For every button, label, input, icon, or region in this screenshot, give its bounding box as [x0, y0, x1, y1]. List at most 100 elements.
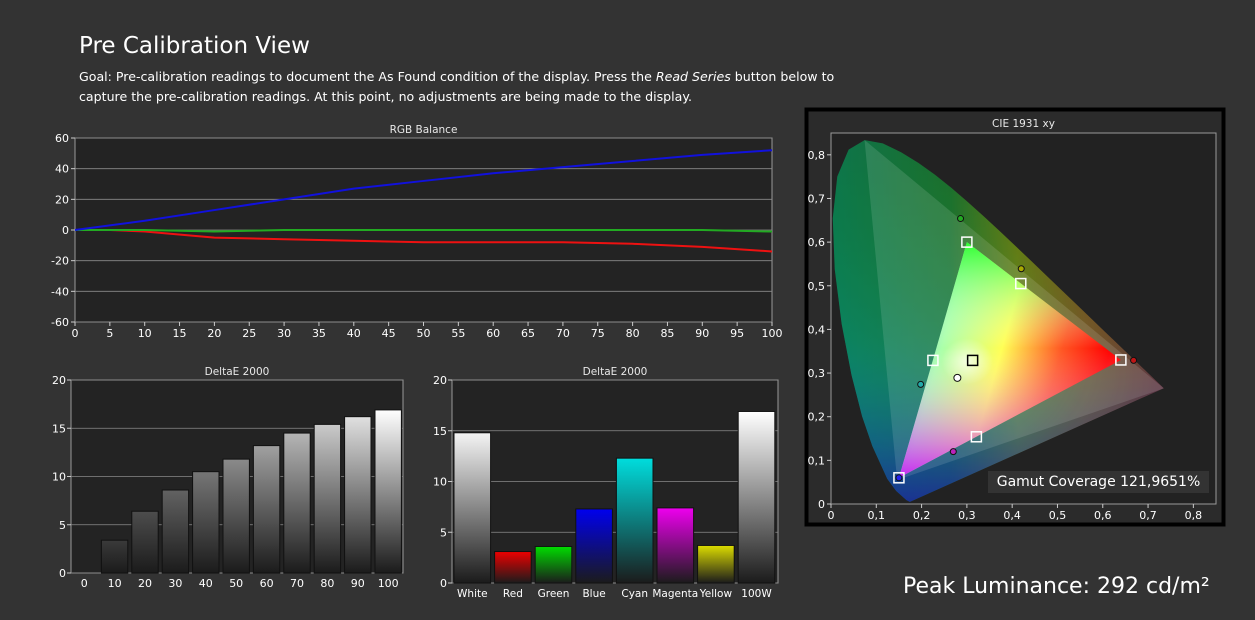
- y-tick-label: 0: [818, 498, 825, 511]
- x-tick-label: 100: [762, 327, 783, 340]
- x-tick-label: 70: [290, 577, 304, 590]
- deltae-color-chart: DeltaE 2000 0 5 10 15 20 White Red Green Blue Cyan…: [433, 366, 779, 600]
- x-tick-label: 35: [312, 327, 326, 340]
- y-tick-label: 0: [440, 577, 447, 590]
- target-red-marker: [1115, 354, 1127, 366]
- x-tick-label: 65: [521, 327, 535, 340]
- color-bar-bar: [453, 432, 492, 584]
- target-magenta-marker: [970, 431, 983, 443]
- gray-bar-bar: [222, 458, 250, 574]
- x-tick-label: 45: [382, 327, 396, 340]
- gray-bar-bar: [100, 539, 129, 574]
- x-tick-label: 75: [591, 327, 605, 340]
- peak-luminance: Peak Luminance: 292 cd/m²: [903, 574, 1210, 599]
- x-tick-label: 0,7: [1139, 509, 1157, 522]
- series-line-1: [75, 229, 773, 233]
- target-yellow-marker: [1015, 277, 1027, 290]
- target-green-marker: [961, 236, 973, 248]
- x-tick-label: 100: [378, 577, 399, 590]
- x-tick-label: 0: [81, 577, 88, 590]
- goal-description: Goal: Pre-calibration readings to docume…: [79, 67, 849, 107]
- x-tick-label: Magenta: [652, 588, 698, 600]
- white-point-glow: [931, 323, 1012, 396]
- color-bar-bar: [697, 544, 735, 584]
- read-series-emphasis: Read Series: [655, 69, 731, 84]
- x-tick-label: 30: [168, 577, 182, 590]
- gray-bar-title: DeltaE 2000: [205, 366, 270, 378]
- gray-bar-bar: [192, 471, 220, 574]
- x-tick-label: 60: [486, 327, 500, 340]
- x-tick-label: 40: [347, 327, 361, 340]
- x-tick-label: 30: [277, 327, 291, 340]
- y-tick-label: 20: [52, 374, 66, 387]
- target-blue-marker: [893, 472, 905, 484]
- cie-title: CIE 1931 xy: [992, 118, 1055, 130]
- y-tick-label: 0,6: [808, 236, 826, 249]
- y-tick-label: 40: [55, 163, 69, 176]
- measured-green-point: [957, 215, 965, 223]
- y-tick-label: 60: [55, 132, 69, 145]
- y-tick-label: 0,3: [808, 367, 826, 380]
- color-bar-bar: [656, 507, 695, 584]
- y-tick-label: 0: [59, 567, 66, 580]
- series-line-0: [75, 229, 773, 253]
- x-tick-label: 0,4: [1003, 509, 1021, 522]
- goal-text-prefix: Goal: Pre-calibration readings to docume…: [79, 69, 656, 84]
- x-tick-label: Green: [538, 588, 570, 600]
- x-tick-label: Blue: [582, 588, 605, 600]
- y-tick-label: 15: [52, 422, 66, 435]
- measured-magenta-point: [949, 448, 957, 456]
- x-tick-label: 0,5: [1049, 509, 1067, 522]
- y-tick-label: 0,7: [808, 192, 826, 205]
- x-tick-label: 25: [242, 327, 256, 340]
- x-tick-label: 60: [260, 577, 274, 590]
- y-tick-label: 15: [433, 425, 447, 438]
- x-tick-label: 90: [695, 327, 709, 340]
- x-tick-label: 20: [138, 577, 152, 590]
- gray-bar-bar: [374, 409, 402, 574]
- x-tick-label: 10: [138, 327, 152, 340]
- page-title: Pre Calibration View: [79, 33, 310, 59]
- y-tick-label: 0,5: [808, 280, 826, 293]
- x-tick-label: 10: [108, 577, 122, 590]
- x-tick-label: Red: [503, 588, 523, 600]
- y-tick-label: -60: [51, 316, 69, 329]
- target-cyan-marker: [927, 354, 939, 367]
- x-tick-label: 0,6: [1094, 509, 1112, 522]
- y-tick-label: 20: [55, 193, 69, 206]
- x-tick-label: 50: [229, 577, 243, 590]
- x-tick-label: 50: [417, 327, 431, 340]
- y-tick-label: 0: [62, 224, 69, 237]
- measured-yellow-point: [1017, 265, 1025, 273]
- x-tick-label: 0: [828, 509, 835, 522]
- x-tick-label: 40: [199, 577, 213, 590]
- gamut-coverage-label: Gamut Coverage: [996, 474, 1116, 490]
- gray-bar-bar: [283, 432, 311, 574]
- y-tick-label: -40: [51, 285, 69, 298]
- x-tick-label: White: [457, 588, 488, 600]
- x-tick-label: 15: [173, 327, 187, 340]
- peak-luminance-value: 292 cd/m²: [1097, 574, 1210, 599]
- x-tick-label: 80: [320, 577, 334, 590]
- x-tick-label: 70: [556, 327, 570, 340]
- color-bar-bar: [615, 457, 654, 584]
- x-tick-label: 85: [660, 327, 674, 340]
- gray-bar-bar: [313, 423, 342, 574]
- y-tick-label: 20: [433, 374, 447, 387]
- measured-blue-point: [895, 474, 903, 482]
- color-bar-bar: [534, 545, 573, 584]
- peak-luminance-label: Peak Luminance:: [903, 574, 1090, 599]
- y-tick-label: 5: [440, 526, 447, 539]
- gamut-coverage-value: 121,9651%: [1120, 474, 1201, 490]
- gray-bar-bar: [252, 445, 281, 574]
- target-white-marker: [966, 354, 979, 367]
- color-bar-bar: [575, 508, 613, 584]
- x-tick-label: 0,2: [913, 509, 931, 522]
- gray-bar-bar: [131, 510, 159, 574]
- measured-white-point: [953, 373, 962, 382]
- x-tick-label: 0,1: [868, 509, 886, 522]
- x-tick-label: 0: [72, 327, 79, 340]
- x-tick-label: 80: [626, 327, 640, 340]
- measured-red-point: [1130, 356, 1138, 364]
- series-line-2: [74, 149, 773, 231]
